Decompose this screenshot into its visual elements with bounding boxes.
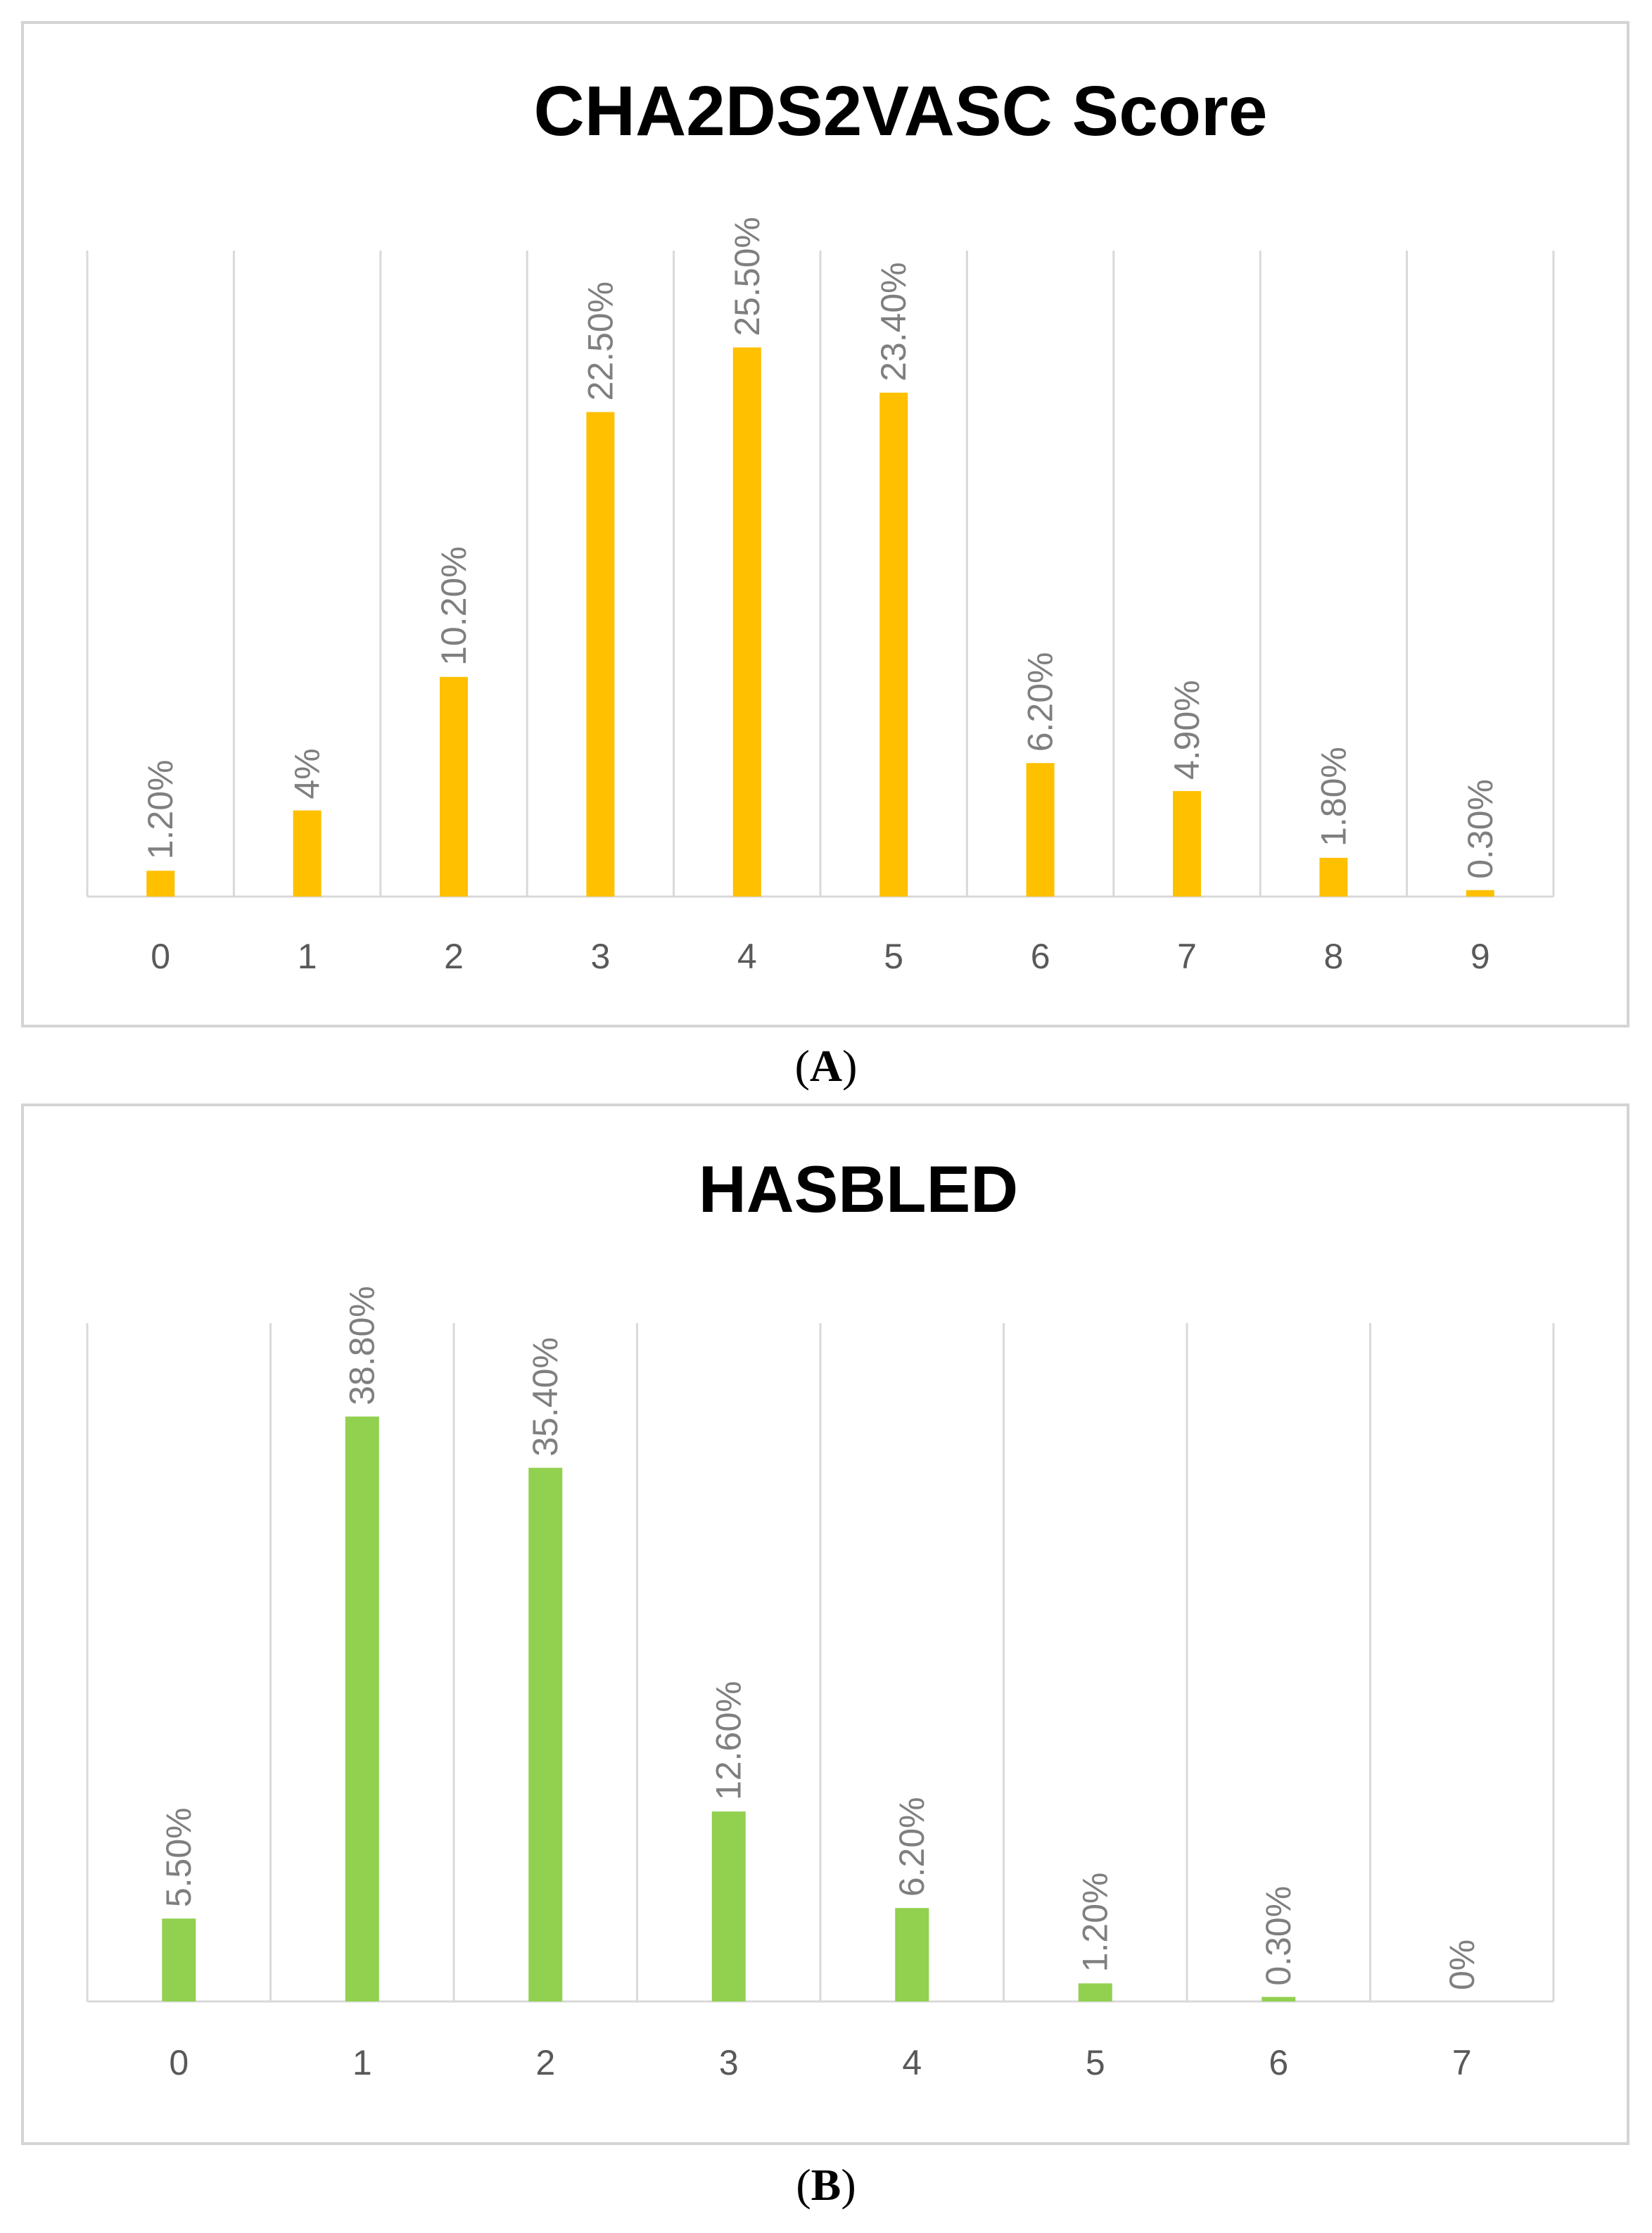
bar-6 — [1262, 1997, 1296, 2001]
data-label: 4.90% — [1167, 680, 1207, 780]
data-label: 23.40% — [874, 262, 913, 381]
bar-8 — [1319, 857, 1348, 897]
x-tick-label: 5 — [884, 937, 903, 976]
bar-6 — [1026, 763, 1055, 897]
bar-2 — [528, 1467, 563, 2001]
x-tick-label: 7 — [1452, 2043, 1472, 2082]
x-tick-label: 6 — [1031, 937, 1050, 976]
caption-b-letter: B — [811, 2160, 841, 2210]
data-label: 1.20% — [141, 759, 180, 859]
x-tick-label: 4 — [902, 2043, 922, 2082]
data-label: 0.30% — [1259, 1886, 1298, 1986]
caption-b-open: ( — [796, 2160, 811, 2210]
bar-9 — [1466, 890, 1494, 897]
x-tick-label: 9 — [1470, 937, 1490, 976]
bar-4 — [895, 1908, 929, 2001]
x-tick-label: 6 — [1269, 2043, 1288, 2082]
data-label: 6.20% — [1021, 652, 1060, 752]
x-tick-label: 7 — [1177, 937, 1197, 976]
data-label: 22.50% — [580, 282, 620, 401]
x-tick-label: 1 — [352, 2043, 372, 2082]
data-label: 1.80% — [1314, 747, 1353, 847]
x-tick-label: 2 — [535, 2043, 555, 2082]
data-label: 5.50% — [159, 1807, 198, 1907]
caption-a-close: ) — [842, 1041, 858, 1091]
data-label: 25.50% — [727, 217, 767, 336]
caption-a-open: ( — [794, 1041, 810, 1091]
data-label: 12.60% — [709, 1681, 749, 1800]
bar-2 — [440, 676, 468, 897]
chart-b-svg: HASBLED 0 5.50% 1 38.80% 2 35.40% 3 12.60% 4 6.20%… — [86, 1152, 1555, 2082]
chart-title: CHA2DS2VASC Score — [534, 72, 1268, 151]
chart-panel-b: HASBLED 0 5.50% 1 38.80% 2 35.40% 3 12.60% 4 6.20%… — [21, 1103, 1629, 2145]
chart-panel-a: CHA2DS2VASC Score 0 1.20% 1 4% 2 10.20% 3 22.50%… — [21, 21, 1629, 1027]
caption-b-close: ) — [841, 2160, 856, 2210]
data-label: 10.20% — [434, 546, 474, 666]
data-label: 0.30% — [1461, 779, 1500, 879]
bar-4 — [732, 347, 761, 897]
x-tick-label: 4 — [737, 937, 757, 976]
data-label: 1.20% — [1076, 1873, 1115, 1973]
x-tick-label: 3 — [590, 937, 610, 976]
bar-7 — [1173, 791, 1201, 897]
x-tick-label: 5 — [1086, 2043, 1105, 2082]
data-label: 38.80% — [343, 1286, 382, 1405]
x-tick-label: 0 — [169, 2043, 189, 2082]
x-tick-label: 3 — [719, 2043, 739, 2082]
data-label: 0% — [1442, 1940, 1482, 1990]
bar-1 — [345, 1416, 379, 2001]
x-tick-label: 2 — [444, 937, 464, 976]
caption-b: (B) — [0, 2159, 1652, 2211]
bar-0 — [146, 871, 175, 897]
data-label: 35.40% — [526, 1337, 565, 1457]
caption-a-letter: A — [809, 1041, 843, 1091]
x-tick-label: 8 — [1323, 937, 1343, 976]
bar-0 — [162, 1918, 196, 2001]
bar-1 — [293, 810, 322, 897]
caption-a: (A) — [0, 1040, 1652, 1092]
x-tick-label: 0 — [151, 937, 170, 976]
data-label: 4% — [288, 748, 327, 799]
data-label: 6.20% — [892, 1797, 932, 1897]
chart-title: HASBLED — [699, 1152, 1018, 1226]
bar-3 — [711, 1811, 746, 2001]
x-tick-label: 1 — [298, 937, 317, 976]
bar-5 — [1078, 1983, 1112, 2001]
bar-3 — [586, 412, 615, 897]
bar-5 — [879, 392, 908, 897]
chart-a-svg: CHA2DS2VASC Score 0 1.20% 1 4% 2 10.20% 3 22.50%… — [86, 72, 1555, 976]
